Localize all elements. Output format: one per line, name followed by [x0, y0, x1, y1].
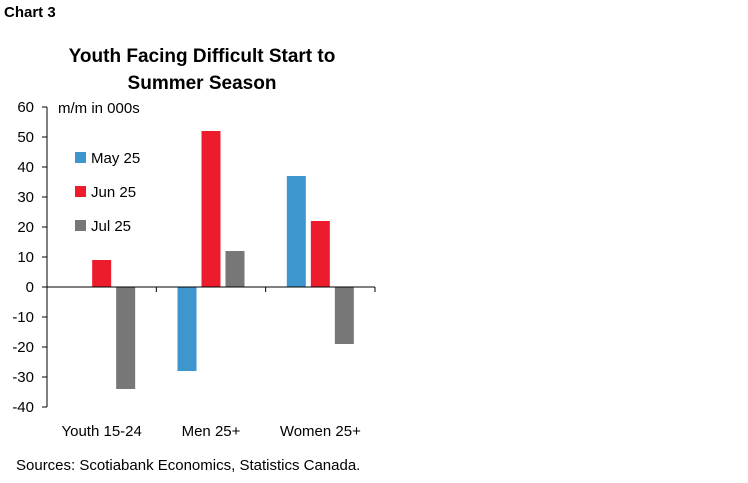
- x-tick-label: Youth 15-24: [61, 423, 141, 440]
- y-tick-label: -30: [12, 369, 34, 386]
- bar-may-25-men-25-: [177, 287, 197, 371]
- legend-swatch: [75, 152, 86, 163]
- chart-title: Youth Facing Difficult Start to Summer S…: [69, 46, 336, 94]
- legend-swatch: [75, 186, 86, 197]
- chart-title-line-2: Summer Season: [128, 73, 277, 94]
- y-tick-label: 50: [17, 129, 34, 146]
- bar-jul-25-youth-15-24: [116, 287, 136, 389]
- legend-label: May 25: [91, 150, 140, 167]
- y-tick-label: 10: [17, 249, 34, 266]
- legend-label: Jul 25: [91, 218, 131, 235]
- y-tick-label: 20: [17, 219, 34, 236]
- legend: May 25 Jun 25 Jul 25: [75, 150, 140, 235]
- x-axis: Youth 15-24 Men 25+ Women 25+: [46, 286, 376, 440]
- y-axis: 60 50 40 30 20 10 0 -10 -20 -30 -40: [12, 99, 48, 416]
- y-tick-label: -40: [12, 399, 34, 416]
- bar-jul-25-women-25-: [334, 287, 354, 344]
- bar-jun-25-men-25-: [201, 131, 221, 287]
- bars: [92, 131, 354, 389]
- bar-jul-25-men-25-: [225, 251, 245, 287]
- y-axis-unit-label: m/m in 000s: [58, 100, 140, 117]
- source-note: Sources: Scotiabank Economics, Statistic…: [16, 457, 361, 474]
- bar-jun-25-women-25-: [310, 221, 330, 287]
- y-tick-label: 0: [26, 279, 34, 296]
- chart-title-line-1: Youth Facing Difficult Start to: [69, 46, 336, 67]
- bar-may-25-women-25-: [286, 176, 306, 287]
- y-tick-label: -20: [12, 339, 34, 356]
- bar-jun-25-youth-15-24: [92, 260, 112, 287]
- chart-label: Chart 3: [4, 4, 56, 21]
- y-tick-label: 40: [17, 159, 34, 176]
- y-tick-label: -10: [12, 309, 34, 326]
- x-tick-label: Women 25+: [280, 423, 361, 440]
- x-tick-label: Men 25+: [182, 423, 241, 440]
- legend-label: Jun 25: [91, 184, 136, 201]
- y-tick-label: 30: [17, 189, 34, 206]
- y-tick-label: 60: [17, 99, 34, 116]
- legend-swatch: [75, 220, 86, 231]
